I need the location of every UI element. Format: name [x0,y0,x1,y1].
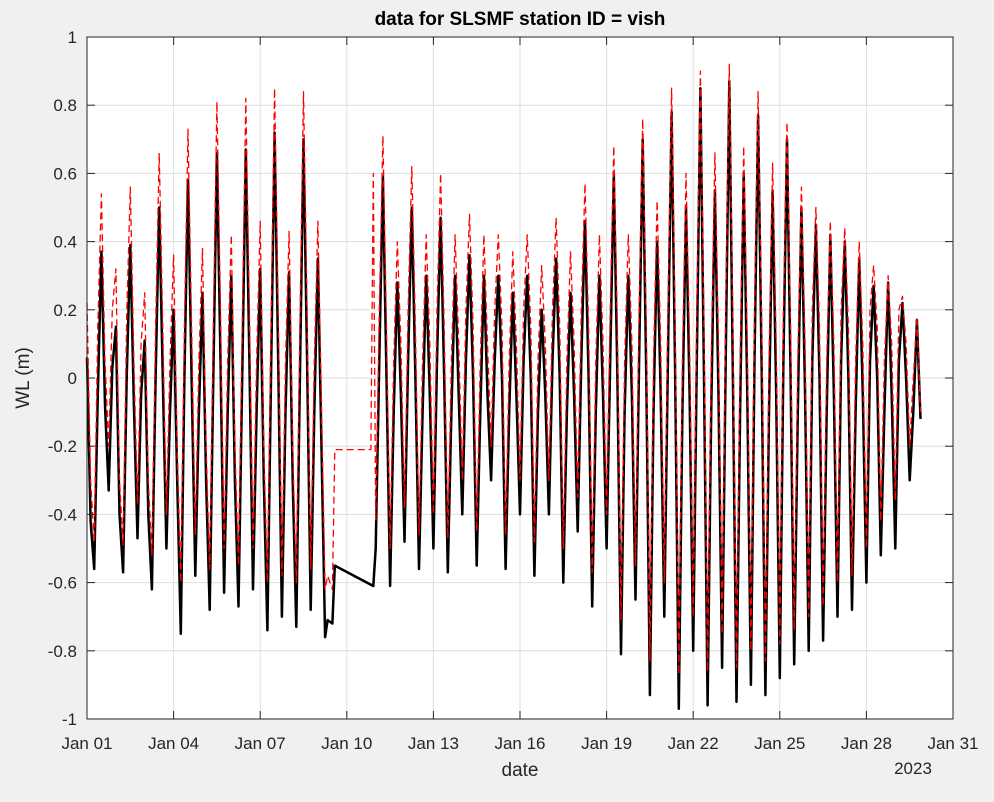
x-tick-label: Jan 04 [148,734,199,753]
x-axis-year-label: 2023 [894,759,932,778]
x-axis-label: date [502,760,539,781]
series-line-red-dashed [86,63,922,676]
series-line-black-solid [85,80,922,711]
x-tick-label: Jan 25 [754,734,805,753]
y-tick-label: -0.2 [48,437,77,456]
y-tick-label: 1 [68,28,77,47]
x-tick-label: Jan 16 [494,734,545,753]
y-axis-label: WL (m) [13,347,34,409]
x-tick-label: Jan 01 [61,734,112,753]
y-tick-label: -0.8 [48,642,77,661]
y-tick-label: -1 [62,710,77,729]
x-tick-label: Jan 28 [841,734,892,753]
y-tick-label: 0.2 [53,301,77,320]
chart-title: data for SLSMF station ID = vish [375,9,666,30]
y-tick-label: 0 [68,369,77,388]
y-tick-label: 0.8 [53,96,77,115]
y-tick-label: 0.6 [53,164,77,183]
x-tick-label: Jan 13 [408,734,459,753]
y-tick-label: -0.6 [48,574,77,593]
axis-ticks: Jan 01 Jan 04 Jan 07 Jan 10 Jan 13 Jan 16 Jan … [48,28,979,753]
x-tick-label: Jan 07 [235,734,286,753]
x-tick-label: Jan 10 [321,734,372,753]
series-lines [85,63,922,711]
y-tick-label: -0.4 [48,505,77,524]
x-tick-label: Jan 22 [668,734,719,753]
y-tick-label: 0.4 [53,233,77,252]
x-tick-label: Jan 19 [581,734,632,753]
x-tick-label: Jan 31 [927,734,978,753]
